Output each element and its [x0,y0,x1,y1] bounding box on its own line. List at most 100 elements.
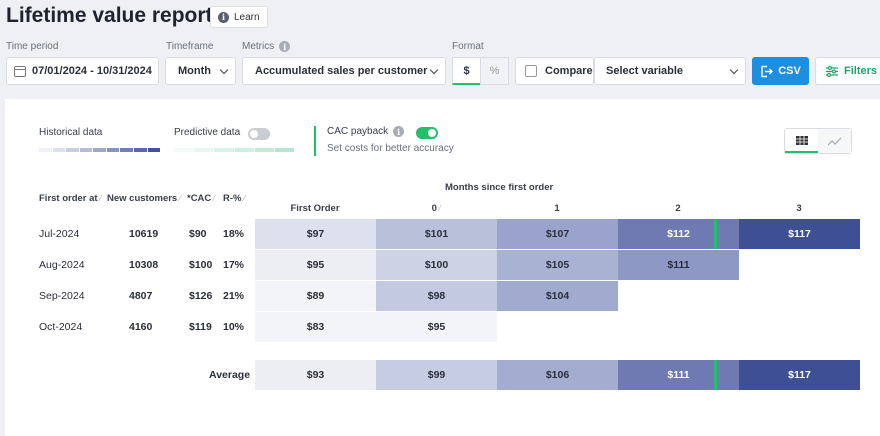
col-header-month-3: 3 [796,203,802,214]
col-header-first-order: First Order [290,203,340,214]
historical-color-scale [39,148,161,152]
cac-payback-marker [714,219,717,249]
row-date: Aug-2024 [39,259,85,271]
table-cell: $100 [376,250,497,280]
average-cell: $93 [255,360,376,390]
variable-placeholder: Select variable [606,65,684,77]
cac-header: *CAC ⁄ [187,193,215,204]
cac-indicator-line [314,126,316,156]
csv-export-button[interactable]: CSV [752,57,809,85]
learn-button[interactable]: i Learn [210,6,268,28]
row-cac: $100 [189,259,213,271]
table-cell: $107 [497,219,618,249]
row-cac: $119 [189,321,212,333]
row-r-percent: 17% [223,259,245,271]
table-cell: $95 [255,250,376,280]
table-cell: $105 [497,250,618,280]
learn-label: Learn [234,11,260,23]
historical-scale-segment [133,148,147,152]
table-cell: $89 [255,281,376,311]
timeframe-value: Month [178,65,211,77]
metrics-label: Metrics i [242,41,291,52]
view-switcher [784,128,852,154]
filters-button[interactable]: Filters [815,57,880,85]
calendar-icon [14,65,26,77]
row-cac: $126 [189,290,213,302]
page-title: Lifetime value report [6,4,213,27]
average-cell: $111 [618,360,739,390]
predictive-scale-segment [214,148,234,152]
historical-scale-segment [52,148,66,152]
timeframe-select[interactable]: Month [165,57,236,85]
predictive-color-scale [174,148,295,152]
chart-view-button[interactable] [818,129,851,153]
months-since-header: Months since first order [445,182,554,193]
row-r-percent: 21% [223,290,245,302]
sliders-icon [826,65,838,77]
row-new-customers: 4160 [129,321,153,333]
average-cell: $99 [376,360,497,390]
table-cell: $83 [255,312,376,342]
chevron-down-icon [219,65,229,75]
predictive-toggle[interactable] [248,128,270,140]
table-cell: $117 [739,219,860,249]
table-cell: $97 [255,219,376,249]
timeframe-label: Timeframe [166,41,214,52]
line-chart-icon [827,137,841,145]
historical-scale-segment [79,148,93,152]
cac-payback-heading: CAC payback i [327,126,405,137]
historical-scale-segment [66,148,79,152]
chevron-down-icon [429,65,439,75]
metrics-select[interactable]: Accumulated sales per customer [242,57,446,85]
average-cell: $117 [739,360,860,390]
compare-toggle[interactable]: Compare [515,57,594,85]
historical-scale-segment [39,148,52,152]
cac-payback-label: CAC payback [327,126,389,137]
row-r-percent: 18% [223,228,245,240]
historical-scale-segment [120,148,133,152]
csv-label: CSV [778,65,801,77]
table-cell: $112 [618,219,739,249]
row-new-customers: 10308 [129,259,159,271]
historical-scale-segment [106,148,120,152]
date-range-value: 07/01/2024 - 10/31/2024 [32,65,152,77]
col-header-month-2: 2 [675,203,681,214]
col-header-month-1: 1 [554,203,560,214]
variable-select[interactable]: Select variable [594,57,746,85]
row-date: Oct-2024 [39,321,83,333]
table-cell: $95 [376,312,497,342]
average-label: Average [209,369,251,381]
first-order-at-header: First order at ⁄ [39,193,102,204]
info-icon: i [393,126,405,137]
chevron-down-icon [729,65,739,75]
predictive-data-label: Predictive data [174,127,241,138]
table-view-button[interactable] [785,129,818,153]
row-cac: $90 [189,228,207,240]
row-date: Sep-2024 [39,290,85,302]
row-date: Jul-2024 [39,228,80,240]
date-range-picker[interactable]: 07/01/2024 - 10/31/2024 [6,57,159,85]
average-cell: $106 [497,360,618,390]
format-label: Format [452,41,484,52]
time-period-label: Time period [6,41,59,52]
table-cell: $101 [376,219,497,249]
format-percent-button[interactable]: % [480,57,509,85]
r-percent-header: R-% ⁄ [223,193,246,204]
table-cell: $104 [497,281,618,311]
compare-label: Compare [545,65,593,77]
new-customers-header: New customers ⁄ [107,193,181,204]
compare-checkbox[interactable] [525,65,537,77]
col-header-month-0: 0 ⁄ [431,203,441,214]
row-new-customers: 10619 [129,228,159,240]
cac-payback-marker [714,360,717,390]
historical-scale-segment [147,148,161,152]
predictive-scale-segment [274,148,295,152]
table-cell: $98 [376,281,497,311]
metrics-value: Accumulated sales per customer [255,65,428,77]
table-cell: $111 [618,250,739,280]
predictive-scale-segment [174,148,194,152]
info-icon: i [279,41,291,52]
format-dollar-button[interactable]: $ [452,57,481,85]
cac-payback-toggle[interactable] [416,127,438,139]
historical-data-label: Historical data [39,127,103,138]
